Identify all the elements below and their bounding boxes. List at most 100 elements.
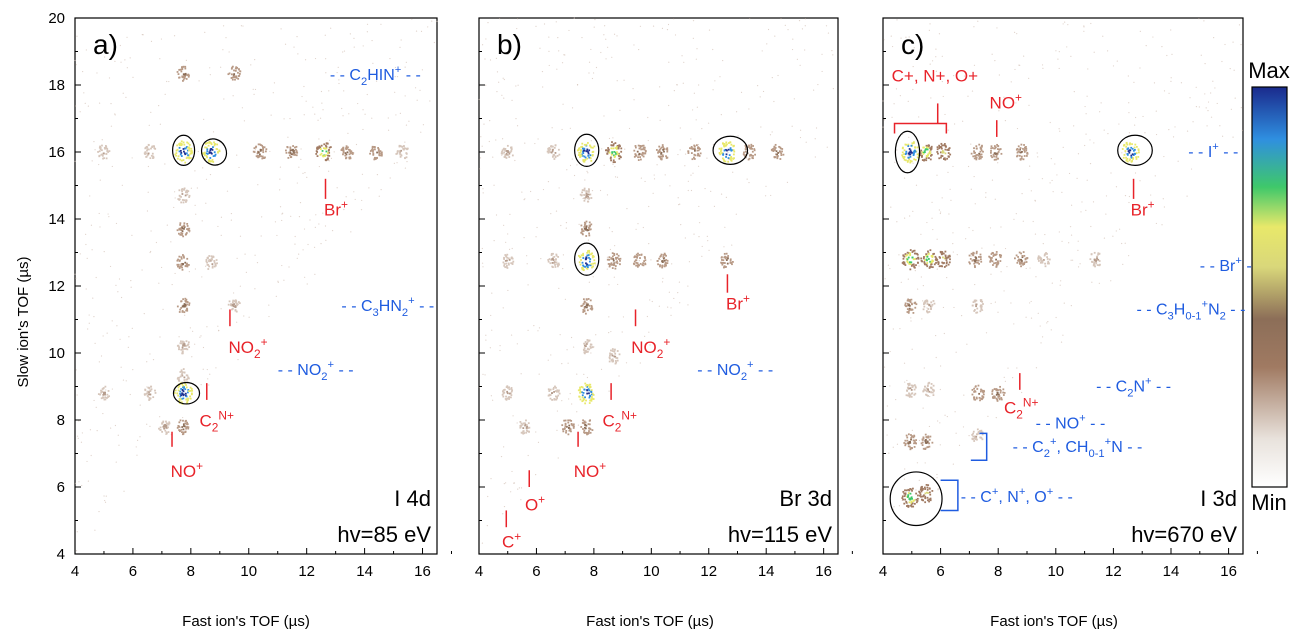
island-pixel: [947, 263, 950, 266]
background-dot: [240, 346, 243, 348]
island-pixel: [695, 144, 698, 147]
island-pixel: [182, 255, 185, 258]
island-pixel: [903, 495, 906, 498]
background-dot: [120, 296, 123, 299]
island-pixel: [548, 393, 551, 396]
background-dot: [990, 302, 992, 305]
y-tick-label: 14: [48, 211, 65, 228]
background-dot: [90, 224, 93, 226]
background-dot: [1090, 22, 1092, 25]
island-pixel: [999, 391, 1002, 394]
background-dot: [484, 58, 486, 60]
island-pixel: [558, 263, 560, 266]
background-dot: [135, 446, 137, 448]
island-pixel: [177, 258, 179, 261]
island-pixel: [184, 261, 187, 264]
background-dot: [305, 100, 307, 102]
island-pixel: [944, 254, 947, 257]
background-dot: [509, 213, 511, 215]
background-dot: [220, 308, 222, 310]
island-pixel: [910, 389, 913, 391]
island-pixel: [348, 157, 351, 160]
island-pixel: [942, 158, 945, 160]
background-dot: [300, 158, 302, 160]
background-dot: [1121, 242, 1123, 245]
island-pixel: [1024, 147, 1027, 150]
background-dot: [922, 407, 924, 409]
background-dot: [590, 352, 592, 354]
background-dot: [946, 415, 948, 418]
highlight-ellipse: [894, 130, 921, 174]
island-pixel: [1016, 155, 1018, 158]
island-pixel: [605, 149, 607, 152]
background-dot: [350, 231, 352, 233]
island-pixel: [525, 423, 528, 426]
island-pixel: [178, 194, 181, 197]
island-pixel: [182, 419, 184, 422]
island-pixel: [578, 261, 581, 264]
channel-label-mid: , CH: [1056, 439, 1088, 456]
island-pixel: [971, 304, 974, 307]
island-pixel: [911, 489, 913, 492]
island-pixel: [211, 159, 214, 161]
island-pixel: [588, 228, 591, 231]
island-pixel: [928, 150, 931, 153]
background-dot: [526, 255, 528, 257]
island-pixel: [915, 498, 918, 501]
island-pixel: [525, 419, 527, 422]
island-pixel: [901, 154, 904, 157]
background-dot: [1055, 50, 1057, 52]
background-dot: [322, 109, 324, 111]
background-dot: [284, 43, 287, 45]
island-pixel: [663, 259, 666, 262]
background-dot: [793, 98, 795, 100]
island-pixel: [216, 262, 218, 265]
background-dot: [1189, 97, 1191, 99]
island-pixel: [908, 382, 911, 385]
island-pixel: [908, 498, 911, 500]
island-pixel: [181, 190, 183, 193]
island-pixel: [1016, 261, 1019, 264]
background-dot: [569, 164, 572, 167]
island-pixel: [729, 147, 732, 150]
island-pixel: [286, 146, 289, 148]
island-pixel: [925, 146, 928, 149]
background-dot: [637, 347, 639, 349]
island-pixel: [909, 155, 912, 158]
channel-label-pre: - -: [1013, 439, 1033, 456]
island-pixel: [619, 155, 622, 158]
background-dot: [1039, 325, 1041, 327]
background-dot: [220, 234, 222, 236]
island-pixel: [730, 156, 733, 158]
island-pixel: [612, 143, 615, 146]
ion-label: C2N+: [200, 409, 234, 435]
island-pixel: [1041, 261, 1044, 264]
island-pixel: [1025, 149, 1028, 152]
background-dot: [1112, 235, 1114, 237]
island-pixel: [725, 259, 728, 261]
background-dot: [557, 457, 559, 459]
island-pixel: [915, 303, 918, 306]
island-pixel: [508, 386, 510, 389]
island-pixel: [909, 254, 912, 257]
background-dot: [141, 269, 143, 271]
background-dot: [313, 246, 316, 248]
island-pixel: [180, 70, 183, 73]
ion-label: C2N+: [602, 409, 636, 435]
island-pixel: [188, 147, 191, 150]
island-pixel: [549, 262, 552, 265]
island-pixel: [743, 151, 745, 154]
island-pixel: [183, 371, 186, 374]
background-dot: [650, 259, 652, 261]
background-dot: [192, 140, 195, 142]
background-dot: [1128, 195, 1131, 198]
background-dot: [1195, 106, 1198, 108]
island-pixel: [920, 489, 923, 492]
island-pixel: [176, 71, 179, 73]
background-dot: [683, 61, 685, 63]
island-pixel: [214, 264, 217, 267]
background-dot: [916, 82, 918, 84]
background-dot: [883, 39, 885, 41]
coincidence-island: [1015, 143, 1029, 161]
island-pixel: [975, 435, 978, 438]
